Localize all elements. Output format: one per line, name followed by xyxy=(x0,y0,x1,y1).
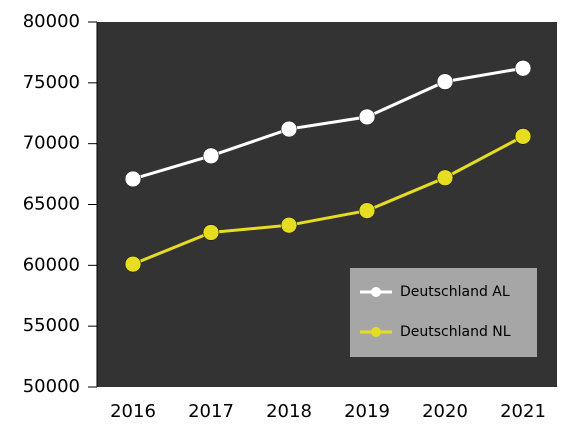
legend-marker xyxy=(371,287,381,297)
legend-label: Deutschland NL xyxy=(400,324,511,340)
x-tick-label: 2021 xyxy=(500,401,546,422)
marker xyxy=(358,202,376,219)
marker xyxy=(436,73,454,90)
y-tick-label: 70000 xyxy=(23,133,80,154)
legend-marker xyxy=(371,327,381,337)
series-line xyxy=(132,135,524,266)
y-tick-label: 50000 xyxy=(23,376,80,397)
x-tick-label: 2018 xyxy=(266,401,312,422)
marker xyxy=(202,147,220,165)
x-tick-label: 2020 xyxy=(422,401,468,422)
series-line xyxy=(132,66,524,181)
marker xyxy=(202,224,220,241)
marker xyxy=(124,170,142,188)
y-tick-label: 80000 xyxy=(23,11,80,32)
marker xyxy=(514,59,532,77)
y-tick-label: 75000 xyxy=(23,72,80,93)
legend-box xyxy=(350,268,537,357)
marker xyxy=(358,108,376,126)
legend: Deutschland AL Deutschland NL xyxy=(350,268,537,357)
x-tick-label: 2019 xyxy=(344,401,390,422)
legend-label: Deutschland AL xyxy=(400,284,510,300)
x-tick-label: 2016 xyxy=(110,401,156,422)
marker xyxy=(514,128,532,145)
marker xyxy=(280,216,298,234)
y-tick-label: 55000 xyxy=(23,315,80,336)
marker xyxy=(280,120,298,138)
x-tick-label: 2017 xyxy=(188,401,234,422)
y-tick-label: 65000 xyxy=(23,194,80,215)
y-tick-label: 60000 xyxy=(23,254,80,275)
marker xyxy=(124,255,142,273)
marker xyxy=(436,169,454,186)
